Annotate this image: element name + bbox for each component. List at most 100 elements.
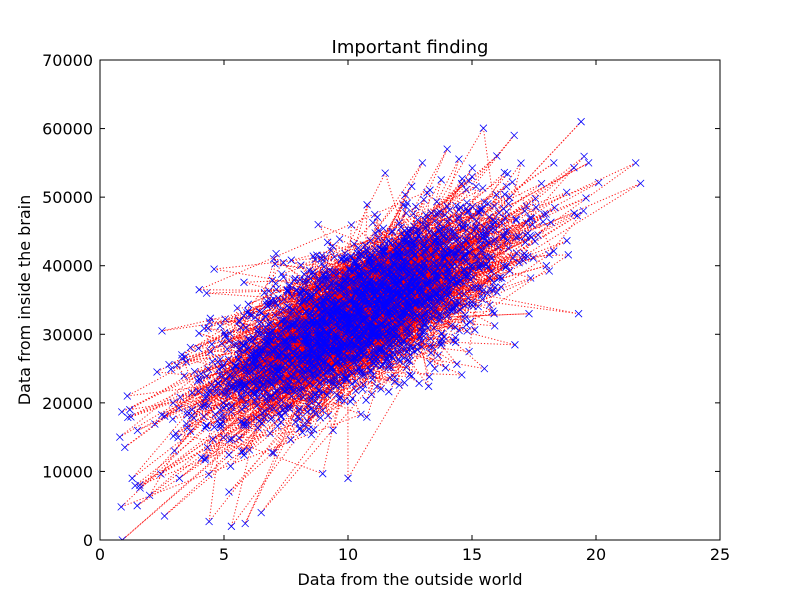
data-point-marker [260, 345, 269, 354]
data-point-marker [361, 241, 369, 250]
data-point-marker [431, 364, 439, 373]
data-point-marker [539, 217, 547, 226]
data-point-marker [357, 309, 365, 318]
data-point-marker [470, 232, 479, 241]
data-point-marker [489, 216, 497, 225]
data-point-marker [357, 276, 366, 284]
data-point-marker [368, 375, 377, 383]
data-point-marker [338, 362, 346, 370]
data-point-marker [373, 312, 381, 320]
data-point-marker [364, 363, 372, 371]
data-point-marker [445, 236, 453, 245]
data-point-marker [320, 263, 328, 271]
data-point-marker [235, 434, 244, 442]
data-point-marker [343, 273, 352, 281]
data-point-marker [366, 292, 374, 301]
data-point-marker [384, 253, 393, 262]
data-point-marker [409, 309, 417, 317]
data-point-marker [314, 339, 323, 347]
data-point-marker [404, 306, 413, 314]
data-point-marker [465, 347, 473, 356]
data-point-marker [474, 302, 482, 311]
data-point-marker [459, 224, 467, 232]
data-point-marker [455, 234, 464, 243]
data-point-marker [263, 337, 272, 346]
data-point-marker [574, 309, 583, 318]
data-point-marker [398, 309, 407, 317]
data-point-marker [388, 353, 397, 361]
data-point-marker [301, 307, 310, 316]
data-point-marker [377, 245, 386, 253]
data-point-marker [360, 269, 369, 278]
data-point-marker [316, 334, 324, 342]
data-point-marker [563, 236, 571, 245]
data-point-marker [399, 201, 408, 209]
data-point-marker [225, 488, 233, 496]
data-point-marker [183, 408, 191, 416]
data-point-marker [372, 353, 380, 361]
data-point-marker [299, 393, 307, 401]
data-point-marker [279, 378, 287, 386]
data-point-marker [157, 411, 166, 419]
data-point-marker [194, 344, 203, 353]
data-point-marker [277, 365, 285, 374]
data-point-marker [456, 277, 464, 286]
data-point-marker [308, 373, 316, 381]
data-point-marker [478, 287, 487, 295]
data-point-marker [490, 309, 498, 318]
data-point-marker [258, 409, 267, 417]
data-point-marker [423, 212, 432, 221]
data-point-marker [160, 512, 169, 520]
data-point-marker [392, 288, 400, 296]
x-tick-label: 0 [95, 545, 105, 564]
data-point-marker [133, 426, 142, 435]
data-point-marker [260, 413, 268, 422]
data-point-marker [401, 244, 410, 253]
data-point-marker [237, 394, 246, 402]
data-point-marker [303, 341, 312, 349]
data-point-marker [402, 323, 411, 332]
data-point-marker [240, 312, 248, 320]
data-point-marker [205, 470, 213, 479]
data-point-marker [397, 223, 405, 231]
data-point-marker [272, 394, 280, 402]
data-point-marker [341, 373, 349, 382]
data-point-marker [342, 374, 351, 382]
data-point-marker [207, 380, 216, 389]
data-point-marker [584, 159, 593, 167]
data-point-marker [257, 318, 265, 326]
data-point-marker [300, 384, 308, 393]
data-point-marker [220, 329, 229, 337]
data-point-marker [362, 246, 371, 254]
data-point-marker [537, 179, 546, 188]
data-point-marker [208, 340, 216, 349]
data-point-marker [477, 283, 485, 292]
data-point-marker [200, 402, 208, 411]
data-point-marker [426, 288, 434, 297]
data-point-marker [331, 374, 340, 382]
data-point-marker [531, 194, 540, 203]
data-point-marker [342, 340, 350, 348]
data-point-marker [206, 348, 215, 356]
data-point-marker [289, 370, 298, 378]
data-point-marker [395, 381, 404, 389]
data-point-marker [463, 198, 471, 207]
data-point-marker [169, 399, 177, 407]
data-point-marker [135, 481, 144, 489]
data-point-marker [451, 323, 459, 331]
data-point-marker [295, 405, 304, 413]
data-point-marker [267, 381, 276, 389]
data-point-marker [462, 320, 471, 329]
data-point-marker [403, 333, 412, 342]
data-point-marker [318, 309, 326, 318]
data-point-marker [412, 242, 420, 251]
data-point-marker [505, 193, 514, 202]
data-point-marker [366, 300, 374, 308]
data-point-marker [470, 226, 479, 235]
data-point-marker [258, 347, 266, 355]
data-point-marker [379, 319, 387, 328]
data-point-marker [466, 317, 475, 326]
data-point-marker [368, 281, 377, 289]
data-point-marker [299, 298, 308, 306]
